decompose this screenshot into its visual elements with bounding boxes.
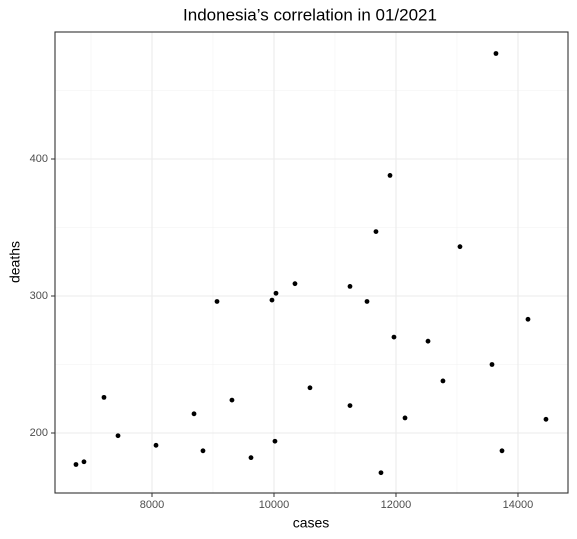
- point: [525, 316, 531, 322]
- point: [402, 415, 408, 421]
- y-tick-label: 400: [30, 153, 48, 165]
- point: [543, 416, 549, 422]
- point: [489, 362, 495, 367]
- point: [457, 244, 463, 250]
- point: [373, 229, 379, 235]
- point: [229, 397, 235, 403]
- point: [101, 394, 107, 400]
- point: [307, 385, 313, 391]
- point: [499, 448, 505, 454]
- x-tick-label: 10000: [259, 499, 290, 511]
- y-tick-label: 300: [30, 290, 48, 302]
- point: [493, 51, 499, 56]
- point: [292, 281, 298, 287]
- point: [440, 378, 446, 384]
- point: [347, 284, 353, 289]
- chart-title: Indonesia’s correlation in 01/2021: [183, 5, 437, 24]
- point: [391, 334, 397, 340]
- point: [272, 438, 278, 444]
- y-axis-title: deaths: [7, 241, 23, 283]
- point: [425, 338, 431, 344]
- y-tick-label: 200: [30, 427, 48, 439]
- x-tick-label: 12000: [381, 499, 412, 511]
- point: [378, 470, 384, 476]
- point: [81, 459, 87, 465]
- x-axis-title: cases: [293, 515, 330, 531]
- point: [200, 448, 206, 454]
- panel-border: [54, 31, 569, 494]
- point: [191, 411, 197, 417]
- point: [214, 299, 220, 304]
- point: [347, 403, 353, 408]
- x-tick-label: 8000: [140, 499, 164, 511]
- point: [115, 433, 121, 439]
- point: [269, 297, 275, 303]
- point: [248, 455, 254, 461]
- x-tick-label: 14000: [503, 499, 534, 511]
- point: [273, 290, 279, 296]
- point: [73, 462, 79, 467]
- point: [153, 442, 159, 448]
- point: [364, 299, 370, 304]
- point: [387, 173, 393, 178]
